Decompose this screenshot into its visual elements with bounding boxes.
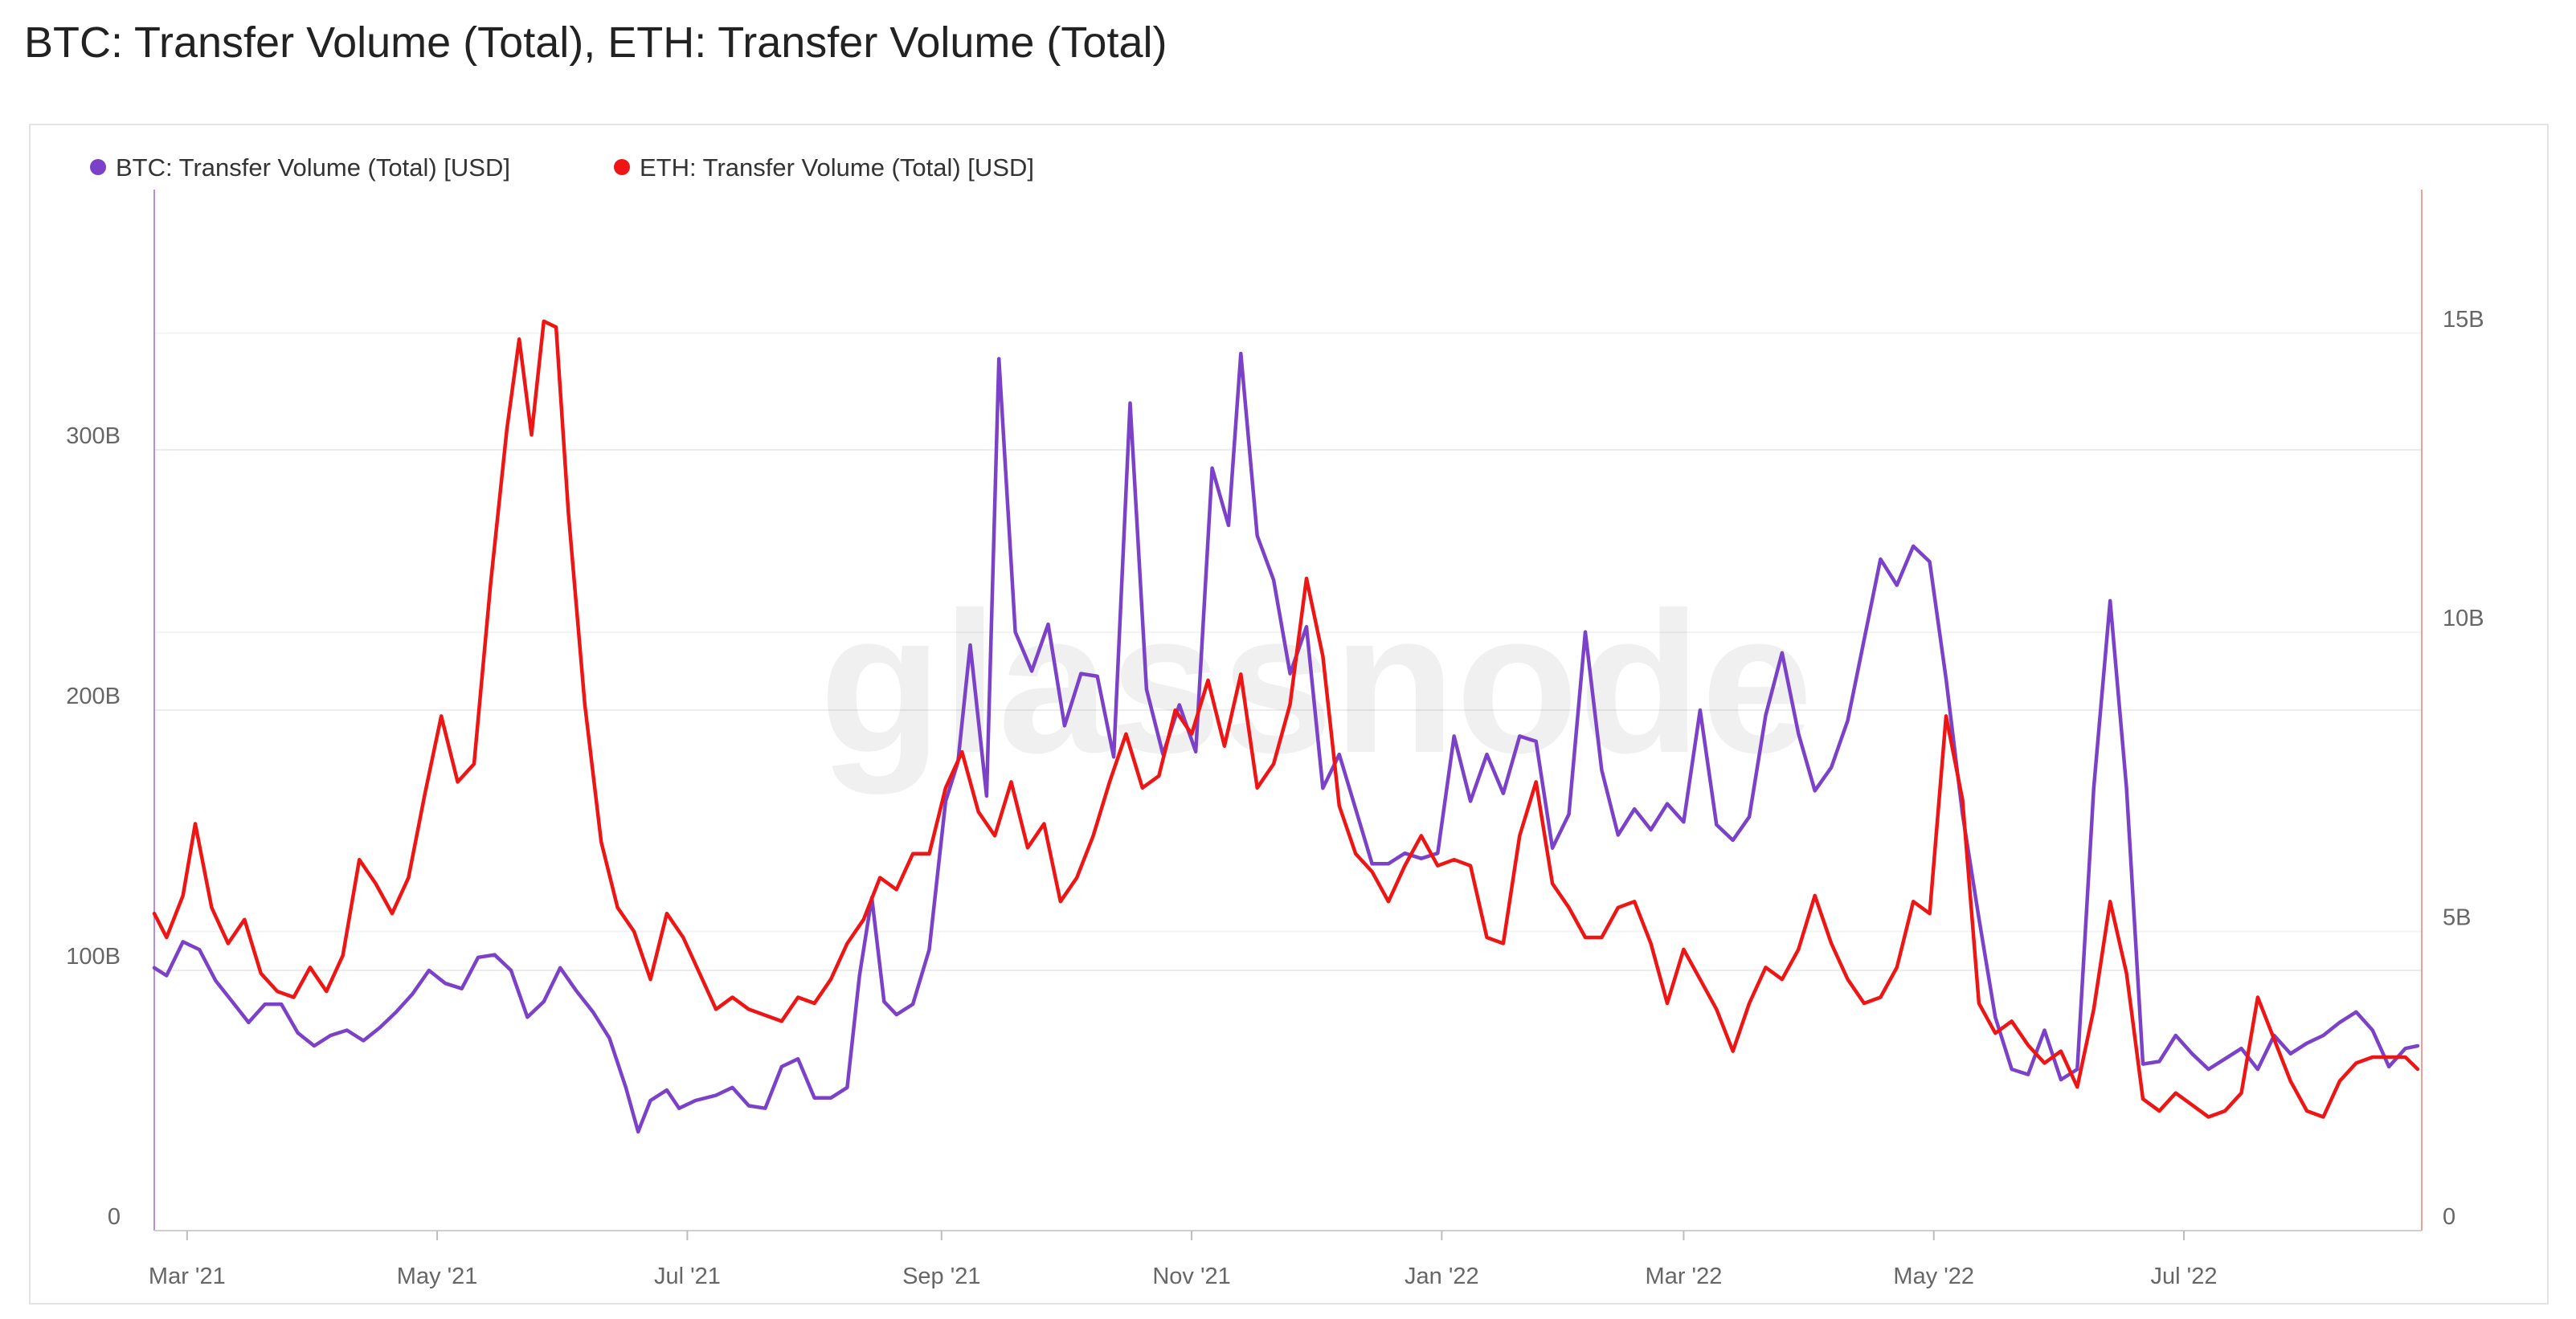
x-tick-label: Sep '21 [902,1264,980,1289]
axes: 0 100B 200B 300B 0 5B 10B 15B Mar '21 May '21 Jul … [66,190,2484,1289]
y-right-tick-label: 15B [2443,307,2484,333]
eth-series-line [152,319,2420,1119]
y-left-tick-label: 0 [108,1204,121,1230]
x-tick-label: May '21 [397,1264,478,1289]
x-tick-label: Mar '21 [149,1264,226,1289]
x-tick-label: Jul '21 [654,1264,721,1289]
watermark-text: glassnode [820,570,1813,794]
y-left-tick-label: 100B [66,944,121,970]
y-left-tick-label: 200B [66,684,121,709]
legend-label: ETH: Transfer Volume (Total) [USD] [640,153,1034,182]
page-title: BTC: Transfer Volume (Total), ETH: Trans… [24,18,1167,67]
y-right-tick-label: 10B [2443,606,2484,631]
series-lines [152,319,2420,1134]
y-right-tick-label: 5B [2443,905,2471,931]
x-tick-label: Jul '22 [2151,1264,2218,1289]
x-tick-label: May '22 [1893,1264,1974,1289]
legend-item-btc[interactable]: BTC: Transfer Volume (Total) [USD] [90,153,510,182]
x-tick-label: Mar '22 [1646,1264,1723,1289]
legend-marker-btc [90,159,106,175]
chart-container: glassnode 0 100B 200B 300B 0 5B 10B 15B Mar '21 M… [29,124,2549,1305]
legend-marker-eth [614,159,630,175]
x-tick-label: Nov '21 [1152,1264,1230,1289]
legend-item-eth[interactable]: ETH: Transfer Volume (Total) [USD] [614,153,1034,182]
x-tick-label: Jan '22 [1405,1264,1479,1289]
line-chart: glassnode 0 100B 200B 300B 0 5B 10B 15B Mar '21 M… [66,153,2484,1289]
legend-label: BTC: Transfer Volume (Total) [USD] [116,153,510,182]
y-left-tick-label: 300B [66,423,121,449]
y-right-tick-label: 0 [2443,1204,2455,1230]
legend[interactable]: BTC: Transfer Volume (Total) [USD] ETH: T… [90,153,1034,182]
